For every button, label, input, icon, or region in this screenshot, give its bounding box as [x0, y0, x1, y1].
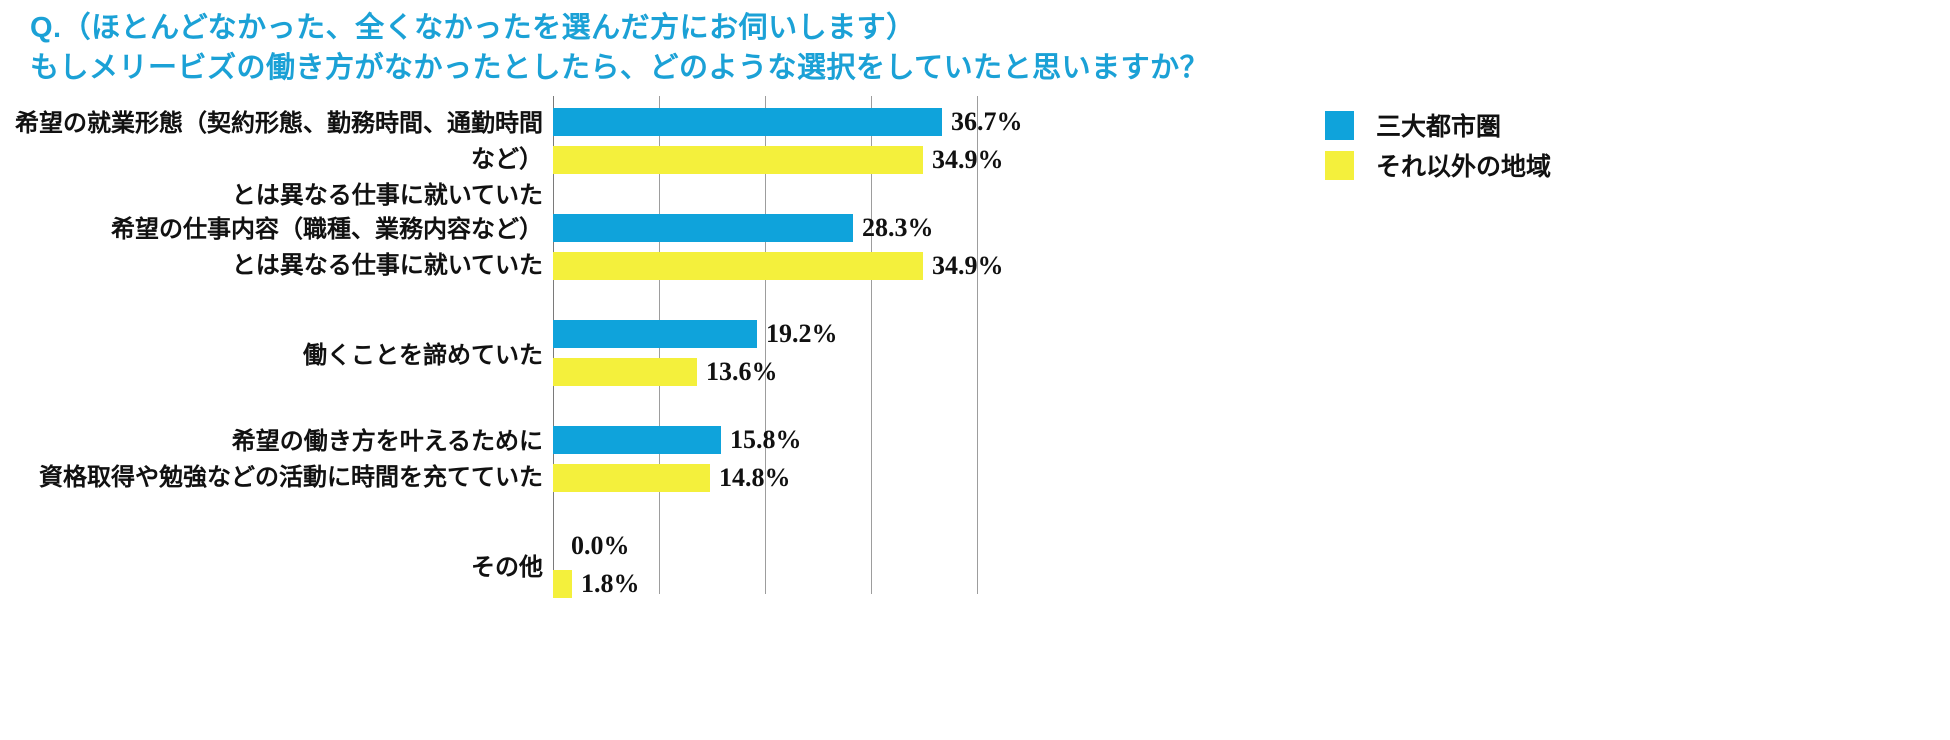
- bar-row-4-other[interactable]: 14.8%: [553, 464, 791, 492]
- bar-value-3-other: 13.6%: [706, 357, 778, 386]
- bar-row-4-metro[interactable]: 15.8%: [553, 426, 802, 454]
- category-label-2-line-1: 希望の仕事内容（職種、業務内容など）: [111, 216, 543, 243]
- bar-4-other[interactable]: [553, 464, 710, 492]
- category-label-4: 希望の働き方を叶えるために 資格取得や勉強などの活動に時間を充てていた: [0, 424, 543, 496]
- category-label-4-line-2: 資格取得や勉強などの活動に時間を充てていた: [39, 464, 543, 491]
- bar-2-other[interactable]: [553, 252, 923, 280]
- gridline-20pct: [765, 96, 766, 594]
- question-line-1-text: （ほとんどなかった、全くなかったを選んだ方にお伺いします）: [61, 12, 916, 44]
- question-line-2: もしメリービズの働き方がなかったとしたら、どのような選択をしていたと思いますか？: [30, 52, 1210, 84]
- bar-1-metro[interactable]: [553, 108, 942, 136]
- bar-row-2-other[interactable]: 34.9%: [553, 252, 1004, 280]
- bar-2-metro[interactable]: [553, 214, 853, 242]
- chart-legend: 三大都市圏 それ以外の地域: [1325, 105, 1551, 185]
- bar-value-2-other: 34.9%: [932, 251, 1004, 280]
- question-line-1: Q.（ほとんどなかった、全くなかったを選んだ方にお伺いします）: [30, 8, 1530, 48]
- bar-3-metro[interactable]: [553, 320, 757, 348]
- legend-item-metro[interactable]: 三大都市圏: [1325, 105, 1551, 145]
- bar-value-2-metro: 28.3%: [862, 213, 934, 242]
- gridline-40pct: [977, 96, 978, 594]
- bar-row-2-metro[interactable]: 28.3%: [553, 214, 934, 242]
- question-title: Q.（ほとんどなかった、全くなかったを選んだ方にお伺いします） もしメリービズの…: [30, 8, 1530, 88]
- category-label-4-line-1: 希望の働き方を叶えるために: [231, 428, 543, 455]
- bar-value-1-other: 34.9%: [932, 145, 1004, 174]
- bar-1-other[interactable]: [553, 146, 923, 174]
- category-label-2: 希望の仕事内容（職種、業務内容など） とは異なる仕事に就いていた: [0, 212, 543, 284]
- category-label-2-line-2: とは異なる仕事に就いていた: [231, 252, 543, 279]
- bar-row-1-metro[interactable]: 36.7%: [553, 108, 1023, 136]
- category-label-5: その他: [0, 550, 543, 586]
- gridline-30pct: [871, 96, 872, 594]
- legend-swatch-metro-icon: [1325, 110, 1354, 140]
- bar-row-5-metro[interactable]: 0.0%: [553, 532, 630, 560]
- bar-row-5-other[interactable]: 1.8%: [553, 570, 640, 598]
- question-prefix: Q.: [30, 12, 62, 44]
- legend-label-metro: 三大都市圏: [1376, 113, 1502, 141]
- bar-value-3-metro: 19.2%: [766, 319, 838, 348]
- legend-label-other: それ以外の地域: [1376, 153, 1552, 181]
- category-label-1-line-1: 希望の就業形態（契約形態、勤務時間、通勤時間など）: [15, 110, 543, 173]
- bar-4-metro[interactable]: [553, 426, 721, 454]
- legend-item-other[interactable]: それ以外の地域: [1325, 145, 1551, 185]
- category-label-5-line-1: その他: [471, 554, 543, 581]
- bar-5-other[interactable]: [553, 570, 572, 598]
- category-label-1-line-2: とは異なる仕事に就いていた: [231, 182, 543, 209]
- category-label-1: 希望の就業形態（契約形態、勤務時間、通勤時間など） とは異なる仕事に就いていた: [0, 106, 543, 214]
- bar-3-other[interactable]: [553, 358, 697, 386]
- bar-value-4-other: 14.8%: [719, 463, 791, 492]
- bar-row-1-other[interactable]: 34.9%: [553, 146, 1004, 174]
- bar-chart: 希望の就業形態（契約形態、勤務時間、通勤時間など） とは異なる仕事に就いていた …: [0, 96, 1950, 598]
- bar-value-5-metro: 0.0%: [571, 531, 630, 560]
- bar-value-5-other: 1.8%: [581, 569, 640, 598]
- bar-row-3-metro[interactable]: 19.2%: [553, 320, 838, 348]
- category-label-3: 働くことを諦めていた: [0, 338, 543, 374]
- category-label-3-line-1: 働くことを諦めていた: [303, 342, 543, 369]
- bar-value-1-metro: 36.7%: [951, 107, 1023, 136]
- bar-value-4-metro: 15.8%: [730, 425, 802, 454]
- legend-swatch-other-icon: [1325, 150, 1354, 180]
- bar-row-3-other[interactable]: 13.6%: [553, 358, 778, 386]
